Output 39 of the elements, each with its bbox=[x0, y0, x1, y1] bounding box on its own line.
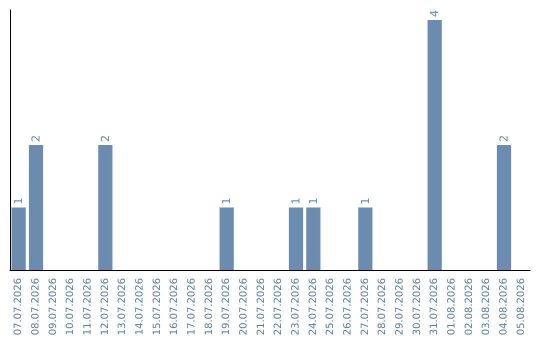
x-tick-label: 26.07.2026 bbox=[342, 278, 354, 336]
x-tick-label: 02.08.2026 bbox=[464, 278, 475, 336]
x-tick-label: 21.07.2026 bbox=[256, 278, 267, 336]
data-label: 2 bbox=[30, 135, 42, 142]
data-label: 2 bbox=[498, 135, 510, 142]
x-tick-label: 25.07.2026 bbox=[325, 278, 336, 336]
data-label: 1 bbox=[290, 198, 302, 204]
x-tick-label: 31.07.2026 bbox=[429, 278, 440, 336]
x-tick-label: 24.07.2026 bbox=[308, 278, 319, 336]
x-tick-label: 11.07.2026 bbox=[82, 278, 94, 336]
data-label: 1 bbox=[306, 198, 320, 204]
x-tick-label: 12.07.2026 bbox=[100, 278, 111, 336]
x-tick-label: 16.07.2026 bbox=[169, 278, 180, 336]
x-tick-label: 23.07.2026 bbox=[290, 278, 302, 336]
x-tick-label: 22.07.2026 bbox=[273, 278, 284, 336]
x-tick-label: 04.08.2026 bbox=[498, 278, 510, 336]
x-tick-label: 28.07.2026 bbox=[377, 278, 388, 336]
data-label: 1 bbox=[358, 198, 372, 204]
x-tick-label: 15.07.2026 bbox=[152, 278, 163, 336]
x-tick-label: 10.07.2026 bbox=[65, 278, 76, 336]
x-tick-label: 13.07.2026 bbox=[117, 278, 128, 336]
x-tick-label: 17.07.2026 bbox=[186, 278, 198, 336]
x-tick-label: 09.07.2026 bbox=[48, 278, 59, 336]
x-tick-label: 01.08.2026 bbox=[446, 278, 458, 336]
data-label: 4 bbox=[428, 10, 442, 17]
data-label: 1 bbox=[12, 198, 26, 204]
x-tick-label: 03.08.2026 bbox=[481, 278, 492, 336]
x-tick-label: 05.08.2026 bbox=[516, 278, 527, 336]
x-tick-label: 18.07.2026 bbox=[204, 278, 215, 336]
data-label: 2 bbox=[98, 135, 112, 142]
x-tick-label: 07.07.2026 bbox=[13, 278, 24, 336]
x-tick-label: 14.07.2026 bbox=[134, 278, 146, 336]
x-tick-label: 30.07.2026 bbox=[412, 278, 423, 336]
x-tick-label: 20.07.2026 bbox=[238, 278, 250, 336]
data-label: 1 bbox=[220, 198, 234, 204]
x-tick-label: 29.07.2026 bbox=[394, 278, 406, 336]
x-tick-label: 27.07.2026 bbox=[360, 278, 371, 336]
x-tick-label: 08.07.2026 bbox=[30, 278, 42, 336]
x-tick-label: 19.07.2026 bbox=[221, 278, 232, 336]
